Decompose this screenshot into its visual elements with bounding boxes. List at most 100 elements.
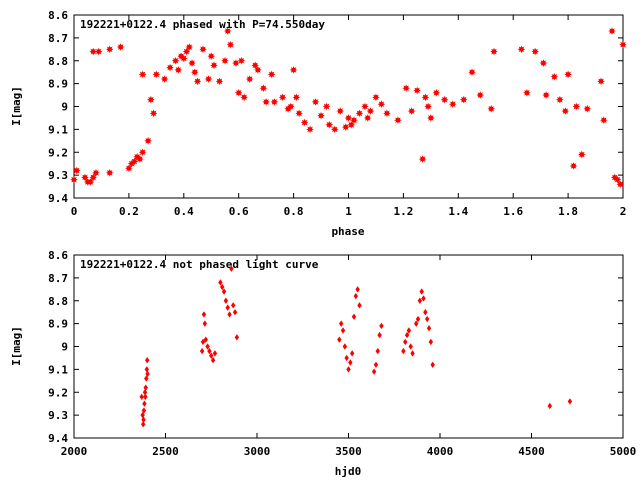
y-tick-label: 9.3 bbox=[48, 409, 68, 422]
data-point bbox=[417, 297, 423, 304]
data-point bbox=[138, 70, 147, 79]
data-point bbox=[311, 98, 320, 106]
data-point bbox=[205, 343, 210, 350]
x-tick-label: 3500 bbox=[335, 445, 362, 458]
data-point bbox=[550, 72, 559, 81]
data-point bbox=[414, 320, 419, 327]
data-point bbox=[180, 54, 188, 63]
data-point bbox=[81, 173, 89, 182]
data-point bbox=[375, 347, 380, 355]
data-point bbox=[251, 61, 259, 70]
data-point bbox=[171, 56, 180, 65]
data-point bbox=[207, 347, 212, 355]
data-point bbox=[262, 98, 270, 106]
data-point bbox=[355, 109, 364, 118]
data-point bbox=[142, 400, 147, 407]
data-point bbox=[341, 123, 350, 131]
data-point bbox=[254, 66, 262, 74]
data-point bbox=[449, 100, 457, 109]
data-point bbox=[424, 315, 430, 323]
data-point bbox=[215, 77, 224, 86]
data-point bbox=[317, 111, 325, 120]
data-point bbox=[408, 343, 413, 350]
y-tick-label: 8.8 bbox=[48, 295, 68, 308]
data-point bbox=[351, 313, 357, 320]
x-tick-label: 1.6 bbox=[503, 205, 523, 218]
data-point bbox=[139, 393, 144, 401]
y-tick-label: 8.9 bbox=[48, 318, 68, 331]
data-point bbox=[599, 116, 608, 125]
data-point bbox=[419, 288, 424, 295]
data-point bbox=[487, 104, 496, 113]
y-tick-label: 9 bbox=[61, 341, 68, 354]
data-point bbox=[295, 109, 303, 118]
data-point bbox=[357, 302, 362, 309]
data-point bbox=[428, 338, 434, 346]
data-point bbox=[619, 40, 627, 49]
data-point bbox=[210, 357, 216, 364]
data-point bbox=[199, 45, 207, 54]
data-point bbox=[401, 347, 406, 355]
data-point bbox=[185, 43, 194, 51]
data-point bbox=[300, 118, 309, 127]
y-tick-label: 8.9 bbox=[48, 78, 68, 91]
data-point bbox=[342, 343, 348, 350]
y-tick-label: 8.7 bbox=[48, 272, 68, 285]
data-point bbox=[572, 102, 581, 111]
data-point bbox=[330, 125, 339, 134]
y-tick-label: 9.3 bbox=[48, 169, 68, 182]
data-points bbox=[139, 265, 573, 428]
data-point bbox=[350, 116, 358, 125]
data-point bbox=[410, 350, 415, 357]
x-axis-label: phase bbox=[331, 225, 364, 238]
chart-title: 192221+0122.4 phased with P=74.550day bbox=[80, 18, 325, 31]
y-tick-labels: 8.6 8.7 8.8 8.9 9 9.1 9.2 9.3 9.4 bbox=[48, 249, 68, 445]
data-point bbox=[440, 95, 449, 104]
data-point bbox=[347, 121, 356, 129]
data-point bbox=[597, 77, 605, 86]
data-point bbox=[92, 169, 100, 177]
data-point bbox=[459, 95, 468, 104]
data-point bbox=[125, 164, 133, 173]
data-point bbox=[245, 75, 254, 83]
data-point bbox=[542, 91, 550, 99]
data-point bbox=[421, 93, 430, 102]
data-point bbox=[199, 347, 205, 355]
data-point bbox=[344, 114, 353, 122]
data-point bbox=[344, 354, 349, 362]
data-point bbox=[190, 68, 199, 76]
data-point bbox=[182, 47, 191, 56]
data-point bbox=[223, 297, 229, 304]
y-tick-label: 9.1 bbox=[48, 123, 68, 136]
data-point bbox=[567, 398, 573, 405]
x-tick-label: 0.4 bbox=[174, 205, 194, 218]
data-point bbox=[564, 70, 572, 79]
data-point bbox=[292, 93, 301, 102]
data-point bbox=[287, 102, 295, 111]
y-tick-label: 8.6 bbox=[48, 9, 68, 22]
data-point bbox=[188, 59, 196, 67]
data-point bbox=[427, 114, 435, 122]
x-tick-label: 1.8 bbox=[558, 205, 578, 218]
x-tick-label: 1.2 bbox=[393, 205, 413, 218]
x-axis-label: hjd0 bbox=[335, 465, 362, 478]
data-point bbox=[204, 75, 213, 83]
data-point bbox=[231, 302, 236, 309]
data-point bbox=[143, 384, 148, 391]
data-point bbox=[289, 66, 298, 74]
data-point bbox=[237, 56, 246, 65]
data-point bbox=[404, 331, 410, 339]
y-tick-label: 9.2 bbox=[48, 146, 68, 159]
data-point bbox=[136, 155, 144, 163]
data-point bbox=[140, 421, 146, 428]
y-tick-label: 8.6 bbox=[48, 249, 68, 262]
data-point bbox=[193, 77, 202, 86]
data-point bbox=[259, 84, 268, 92]
data-point bbox=[539, 59, 548, 67]
data-point bbox=[229, 265, 234, 272]
y-tick-label: 8.7 bbox=[48, 32, 68, 45]
x-tick-labels: 2000 2500 3000 3500 4000 4500 5000 bbox=[61, 445, 637, 458]
data-point bbox=[116, 43, 125, 51]
x-tick-label: 2500 bbox=[152, 445, 179, 458]
data-point bbox=[223, 27, 232, 35]
